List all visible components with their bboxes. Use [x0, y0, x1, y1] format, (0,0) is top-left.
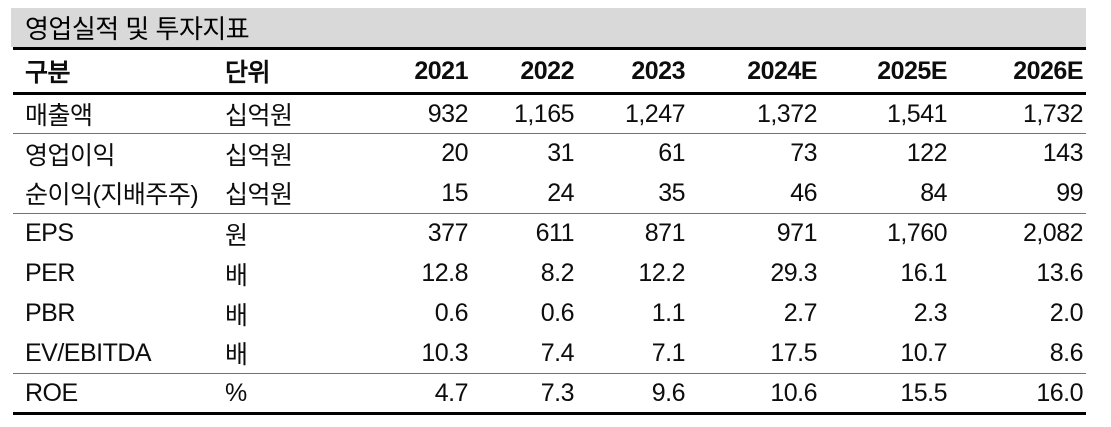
row-value: 0.6: [540, 299, 575, 327]
row-value: 17.5: [770, 338, 817, 367]
column-header-year: 2022: [520, 56, 574, 85]
row-value: 8.6: [1049, 338, 1084, 367]
row-value: 2.3: [913, 299, 948, 327]
row-value: 1,541: [886, 99, 948, 128]
table-title: 영업실적 및 투자지표: [25, 14, 250, 44]
table-row: EPS 원 377 611 871 971 1,760 2,082: [13, 214, 1086, 254]
row-value: 932: [427, 99, 469, 128]
table-row: 매출액 십억원 932 1,165 1,247 1,372 1,541 1,732: [13, 94, 1086, 134]
column-header-year: 2026E: [1013, 56, 1083, 85]
table-row: PBR 배 0.6 0.6 1.1 2.7 2.3 2.0: [13, 294, 1086, 334]
row-value: 10.3: [421, 338, 468, 367]
row-value: 10.6: [770, 378, 817, 407]
row-value: 611: [535, 219, 575, 248]
row-unit: 십억원: [225, 181, 293, 210]
row-value: 10.7: [900, 338, 947, 367]
row-value: 16.1: [900, 259, 947, 287]
row-value: 4.7: [434, 378, 469, 407]
table-row: PER 배 12.8 8.2 12.2 29.3 16.1 13.6: [13, 254, 1086, 294]
row-label: ROE: [25, 378, 78, 407]
row-unit: 배: [225, 341, 248, 370]
column-header-unit: 단위: [225, 59, 271, 87]
row-value: 971: [776, 219, 818, 248]
row-value: 29.3: [770, 259, 817, 287]
header-row: 구분 단위 2021 2022 2023 2024E 2025E 2026E: [13, 49, 1086, 94]
row-value: 15: [441, 178, 468, 207]
row-value: 143: [1042, 139, 1084, 168]
row-label: 영업이익: [25, 141, 116, 170]
row-value: 2.0: [1049, 299, 1084, 327]
table-row: ROE% 4.7 7.3 9.6 10.6 15.5 16.0: [13, 374, 1086, 414]
row-value: 35: [658, 178, 685, 207]
row-value: 377: [427, 219, 469, 248]
row-value: 46: [790, 178, 817, 207]
row-value: 12.2: [638, 259, 685, 287]
row-value: 31: [547, 139, 574, 168]
column-header-category: 구분: [25, 59, 71, 87]
row-label: EV/EBITDA: [25, 338, 152, 367]
row-value: 8.2: [540, 259, 575, 287]
table-row: 순이익(지배주주) 십억원 15 24 35 46 84 99: [13, 174, 1086, 214]
financials-table: 구분 단위 2021 2022 2023 2024E 2025E 2026E 매출액 십억원 93…: [13, 47, 1086, 415]
row-value: 61: [658, 139, 685, 168]
column-header-year: 2023: [631, 56, 685, 85]
table-title-bar: 영업실적 및 투자지표: [11, 8, 1086, 47]
row-value: 1.1: [651, 299, 686, 327]
row-value: 7.1: [651, 338, 686, 367]
row-label: 순이익(지배주주): [25, 181, 199, 210]
column-header-year: 2021: [414, 56, 468, 85]
row-value: 9.6: [651, 378, 686, 407]
row-value: 7.4: [540, 338, 575, 367]
row-value: 1,372: [756, 99, 818, 128]
row-value: 12.8: [421, 259, 468, 287]
row-value: 7.3: [540, 378, 575, 407]
column-header-year: 2024E: [747, 56, 817, 85]
row-value: 1,760: [886, 219, 948, 248]
column-header-year: 2025E: [877, 56, 947, 85]
row-unit: %: [225, 378, 247, 407]
row-value: 13.6: [1036, 259, 1083, 287]
row-value: 15.5: [900, 378, 947, 407]
row-unit: 배: [225, 301, 248, 330]
row-value: 16.0: [1036, 378, 1083, 407]
row-label: PBR: [25, 299, 75, 327]
row-label: PER: [25, 259, 75, 287]
row-unit: 원: [225, 221, 248, 250]
row-unit: 십억원: [225, 102, 293, 130]
row-value: 99: [1056, 178, 1083, 207]
row-value: 73: [790, 139, 817, 168]
row-label: EPS: [25, 219, 74, 248]
row-value: 122: [906, 139, 948, 168]
row-value: 2.7: [783, 299, 818, 327]
table-header: 구분 단위 2021 2022 2023 2024E 2025E 2026E: [13, 49, 1086, 94]
table-body: 매출액 십억원 932 1,165 1,247 1,372 1,541 1,732 영업이익 십억…: [13, 94, 1086, 414]
row-unit: 배: [225, 261, 248, 290]
row-unit: 십억원: [225, 141, 293, 170]
row-label: 매출액: [25, 102, 93, 130]
row-value: 84: [920, 178, 947, 207]
table-row: EV/EBITDA 배 10.3 7.4 7.1 17.5 10.7 8.6: [13, 334, 1086, 374]
row-value: 871: [644, 219, 686, 248]
row-value: 24: [547, 178, 574, 207]
row-value: 2,082: [1022, 219, 1084, 248]
table-row: 영업이익 십억원 20 31 61 73 122 143: [13, 134, 1086, 174]
row-value: 1,732: [1022, 99, 1084, 128]
row-value: 0.6: [434, 299, 469, 327]
row-value: 1,165: [513, 99, 575, 128]
row-value: 20: [441, 139, 468, 168]
row-value: 1,247: [624, 99, 686, 128]
